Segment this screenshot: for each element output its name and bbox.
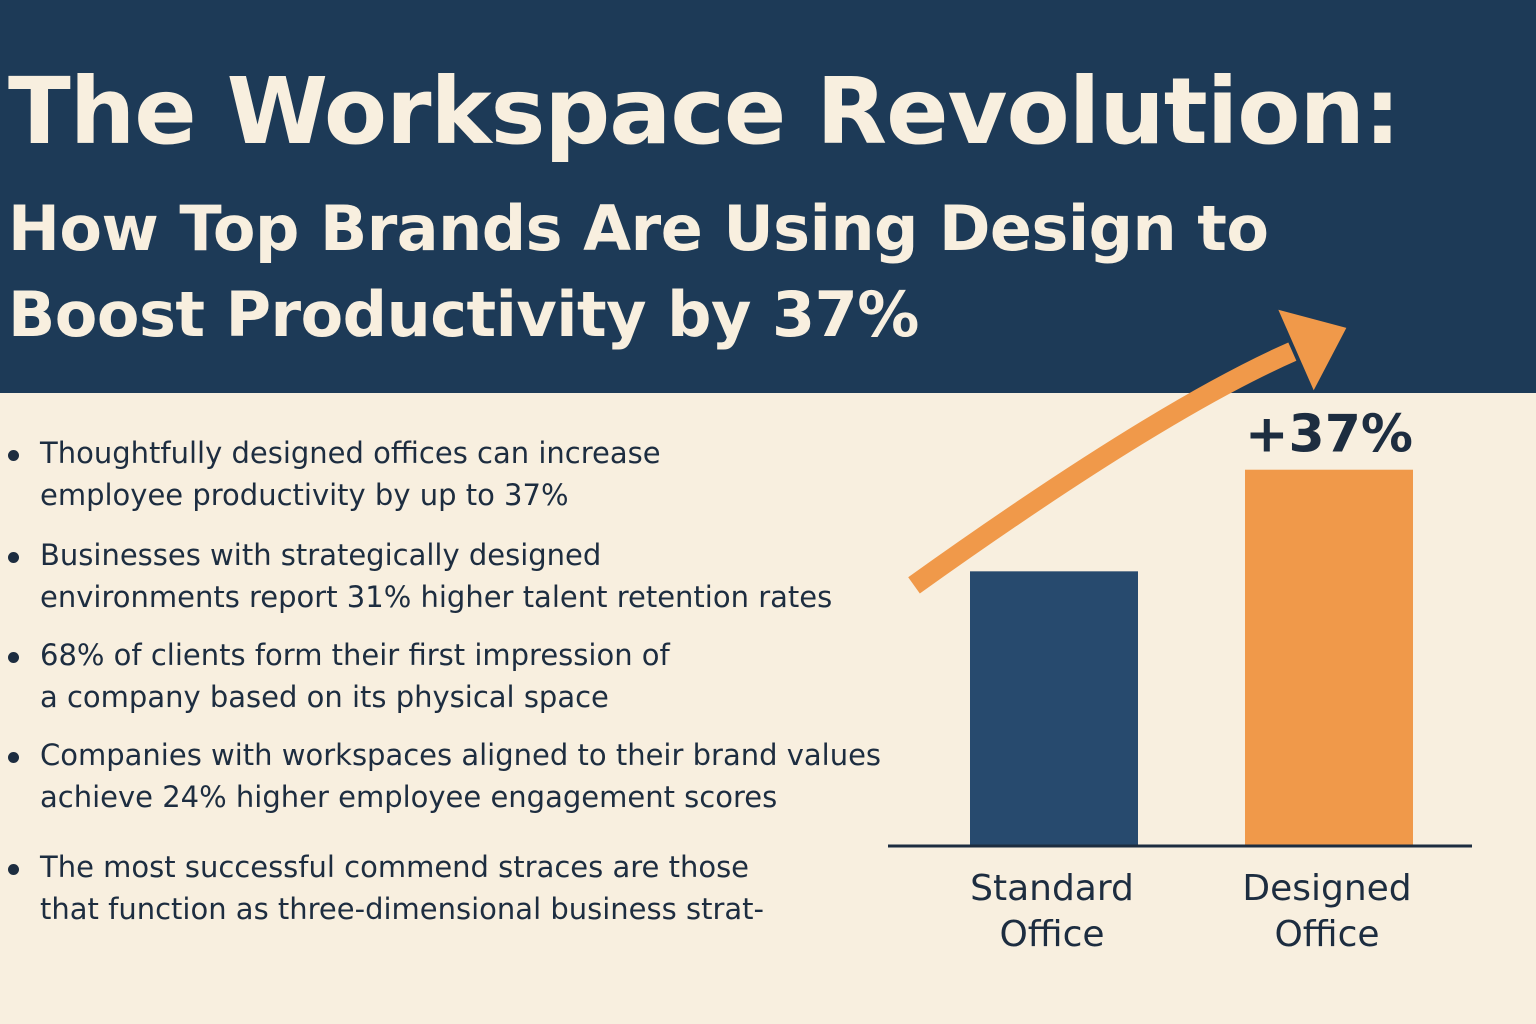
category-tick-label: Standard Office [970, 868, 1134, 955]
bullet-item: Companies with workspaces aligned to the… [0, 734, 900, 818]
bullet-line: Businesses with strategically designed [40, 538, 602, 572]
category-tick-label: Designed Office [1242, 868, 1411, 955]
bullet-line: a company based on its physical space [40, 680, 609, 714]
bullet-item: Businesses with strategically designed e… [0, 534, 900, 618]
trend-arrow-head-icon [1278, 309, 1347, 391]
bullet-line: Companies with workspaces aligned to the… [40, 738, 882, 772]
bullet-text: The most successful commend straces are … [40, 846, 764, 930]
bullet-item: 68% of clients form their first impressi… [0, 634, 900, 718]
bullet-line: 68% of clients form their first impressi… [40, 638, 670, 672]
bullet-line: Thoughtfully designed offices can increa… [40, 436, 661, 470]
bullet-text: 68% of clients form their first impressi… [40, 634, 670, 718]
bar-1 [970, 571, 1138, 846]
bar-2 [1245, 469, 1413, 846]
bullet-text: Businesses with strategically designed e… [40, 534, 832, 618]
bullet-item: The most successful commend straces are … [0, 846, 900, 930]
bullet-line: achieve 24% higher employee engagement s… [40, 780, 778, 814]
page-title: The Workspace Revolution: [8, 58, 1401, 165]
bar-value-label: +37% [1245, 405, 1413, 465]
bullet-text: Companies with workspaces aligned to the… [40, 734, 881, 818]
bullet-line: environments report 31% higher talent re… [40, 580, 833, 614]
bullet-line: employee productivity by up to 37% [40, 478, 569, 512]
page-subtitle: How Top Brands Are Using Design to Boost… [8, 192, 1269, 351]
bullet-dot-icon [8, 752, 19, 763]
bullet-dot-icon [8, 652, 19, 663]
bullet-dot-icon [8, 552, 19, 563]
bullet-text: Thoughtfully designed offices can increa… [40, 432, 661, 516]
bullet-dot-icon [8, 864, 19, 875]
bullet-line: that function as three-dimensional busin… [40, 892, 764, 926]
bullet-dot-icon [8, 450, 19, 461]
header-banner [0, 0, 1536, 393]
bullet-line: The most successful commend straces are … [40, 850, 750, 884]
bullet-item: Thoughtfully designed offices can increa… [0, 432, 900, 516]
trend-arrow-shaft [908, 342, 1297, 594]
